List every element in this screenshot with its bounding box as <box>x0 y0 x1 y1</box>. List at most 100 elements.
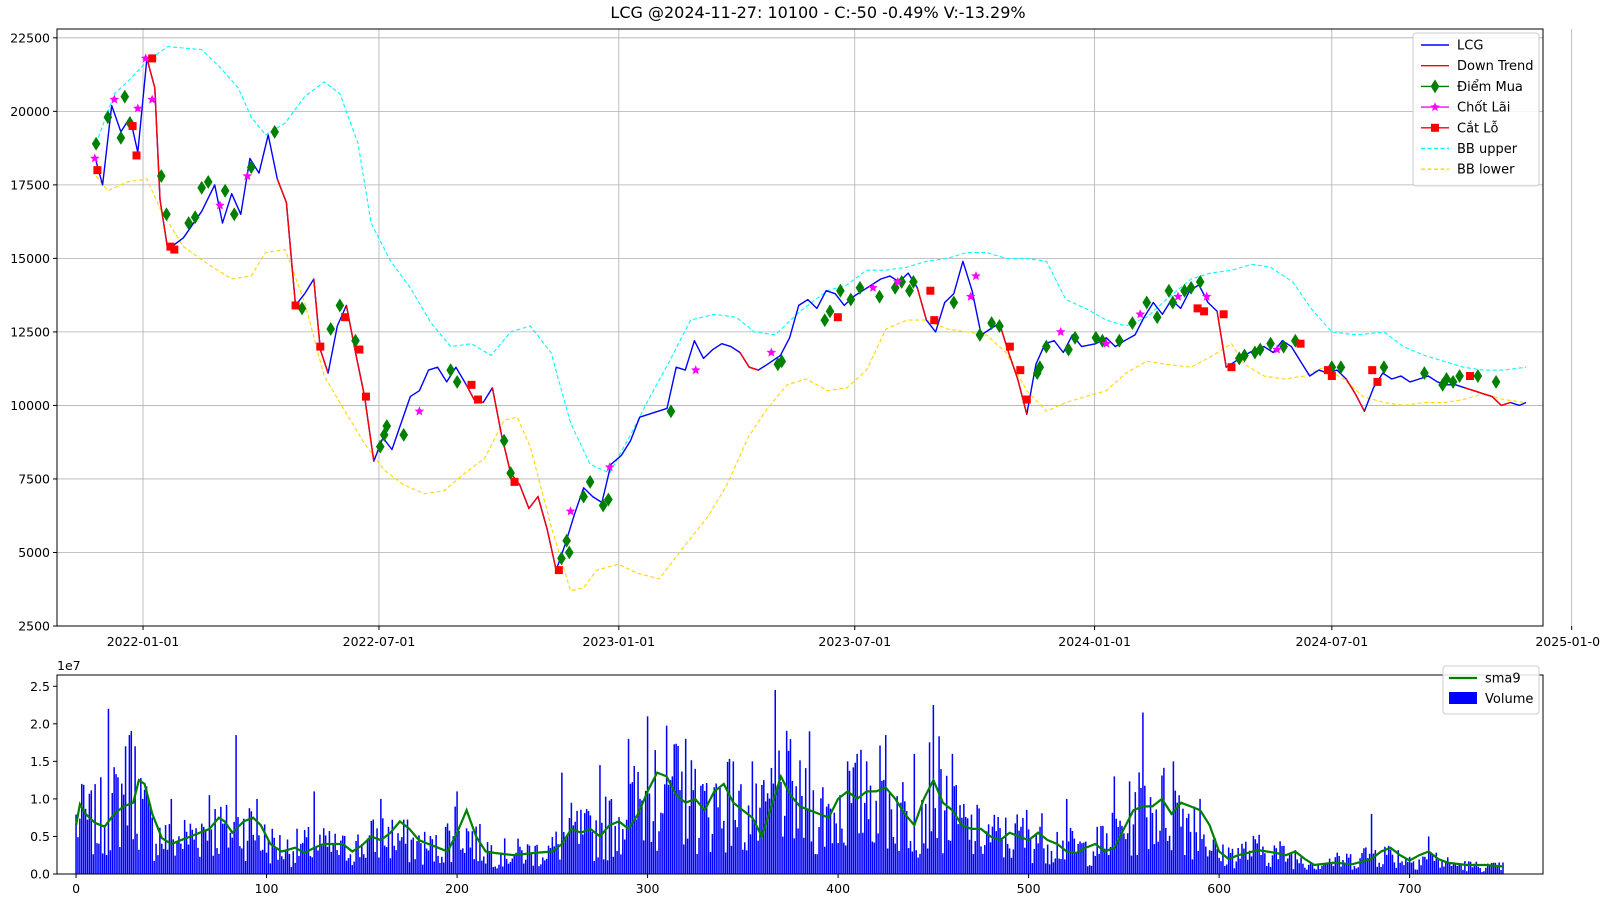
volume-bar <box>1412 861 1415 874</box>
volume-bar <box>755 783 757 874</box>
volume-bar <box>206 840 209 874</box>
bb-lower-line <box>95 175 1527 592</box>
volume-bar <box>1174 790 1177 874</box>
buy-marker-24 <box>452 374 462 389</box>
volume-bar <box>111 793 114 874</box>
price-xtick-label-1: 2022-07-01 <box>343 634 416 649</box>
volume-bar <box>321 845 323 874</box>
volume-xtick-label-1: 100 <box>255 881 279 896</box>
volume-bar <box>364 857 367 874</box>
volume-xtick-label-7: 700 <box>1398 881 1422 896</box>
volume-bar <box>627 738 630 874</box>
volume-bar <box>1277 859 1279 874</box>
volume-bar <box>168 824 171 874</box>
volume-bar <box>1033 849 1036 874</box>
volume-bar <box>1454 862 1457 874</box>
volume-bar <box>932 705 935 874</box>
volume-bar <box>776 785 778 874</box>
down-trend-segment-10 <box>1345 378 1366 412</box>
volume-bar <box>768 798 771 874</box>
buy-marker-8 <box>190 210 200 225</box>
volume-bar <box>1054 858 1057 874</box>
volume-bar <box>804 768 807 874</box>
volume-bar <box>159 827 161 874</box>
stop-loss-marker-19 <box>1016 366 1025 375</box>
volume-bar <box>157 855 159 874</box>
volume-bar <box>1020 826 1022 874</box>
volume-bar <box>726 761 729 874</box>
buy-marker-6 <box>162 207 171 222</box>
legend-swatch-marker-3 <box>1430 102 1440 112</box>
legend-label-3: Chốt Lãi <box>1457 101 1510 116</box>
buy-marker-60 <box>1142 295 1152 310</box>
volume-bar <box>490 845 493 874</box>
volume-bar <box>284 851 287 874</box>
volume-bar <box>441 856 443 874</box>
volume-bar <box>86 819 89 874</box>
volume-bar <box>860 749 862 874</box>
volume-bar <box>1176 802 1178 874</box>
volume-bar <box>1243 848 1245 874</box>
volume-bar <box>98 843 100 874</box>
price-line <box>95 57 1527 571</box>
volume-bar <box>1366 858 1369 874</box>
volume-bar <box>170 798 173 874</box>
volume-bar <box>75 814 77 874</box>
take-profit-marker-3 <box>140 53 151 63</box>
volume-bar <box>117 777 119 874</box>
volume-bar <box>1153 844 1156 874</box>
volume-bar <box>507 863 510 874</box>
volume-bar <box>761 784 763 874</box>
signal-markers <box>90 53 1501 575</box>
volume-bar <box>370 820 373 874</box>
buy-marker-61 <box>1152 310 1162 325</box>
volume-bar <box>856 753 858 874</box>
volume-bar <box>698 837 700 874</box>
volume-bar <box>296 828 298 874</box>
volume-bar <box>418 835 420 874</box>
volume-bar <box>1126 833 1129 874</box>
volume-bar <box>1086 866 1089 874</box>
volume-bar <box>1004 817 1007 874</box>
volume-bar <box>984 845 986 874</box>
buy-marker-41 <box>855 280 865 295</box>
volume-bar <box>473 859 475 874</box>
volume-bar <box>671 776 674 874</box>
take-profit-marker-17 <box>1101 338 1112 348</box>
volume-bar <box>378 857 380 874</box>
volume-bar <box>1475 861 1478 874</box>
buy-marker-40 <box>846 292 856 307</box>
volume-bar <box>1294 850 1297 874</box>
volume-bar <box>1313 868 1316 874</box>
volume-bar <box>928 742 931 874</box>
volume-bar <box>909 841 912 874</box>
volume-bar <box>82 784 85 874</box>
volume-bar <box>926 848 929 874</box>
price-legend-box <box>1412 32 1540 187</box>
volume-bar <box>1180 826 1182 874</box>
volume-bar <box>496 868 498 874</box>
volume-xtick-label-5: 500 <box>1017 881 1041 896</box>
volume-bar <box>1351 869 1354 874</box>
volume-bar <box>770 767 773 874</box>
volume-bar <box>1387 845 1390 874</box>
volume-bar <box>1502 862 1504 874</box>
volume-bar <box>1079 841 1081 874</box>
volume-bar <box>1010 857 1013 874</box>
volume-bar <box>976 804 978 874</box>
volume-bar <box>1025 809 1028 874</box>
volume-bar <box>1319 868 1321 874</box>
volume-bar <box>801 795 803 874</box>
volume-bar <box>730 845 733 874</box>
volume-bar <box>519 846 521 874</box>
volume-bar <box>498 864 500 874</box>
volume-bar <box>1332 866 1335 874</box>
volume-bar <box>420 843 422 874</box>
buy-marker-81 <box>1455 369 1464 383</box>
volume-bar <box>482 856 485 874</box>
volume-bar <box>540 864 542 874</box>
volume-bar <box>656 850 658 874</box>
volume-bar <box>1496 866 1499 874</box>
volume-bar <box>1199 798 1201 874</box>
volume-bar <box>978 808 980 874</box>
